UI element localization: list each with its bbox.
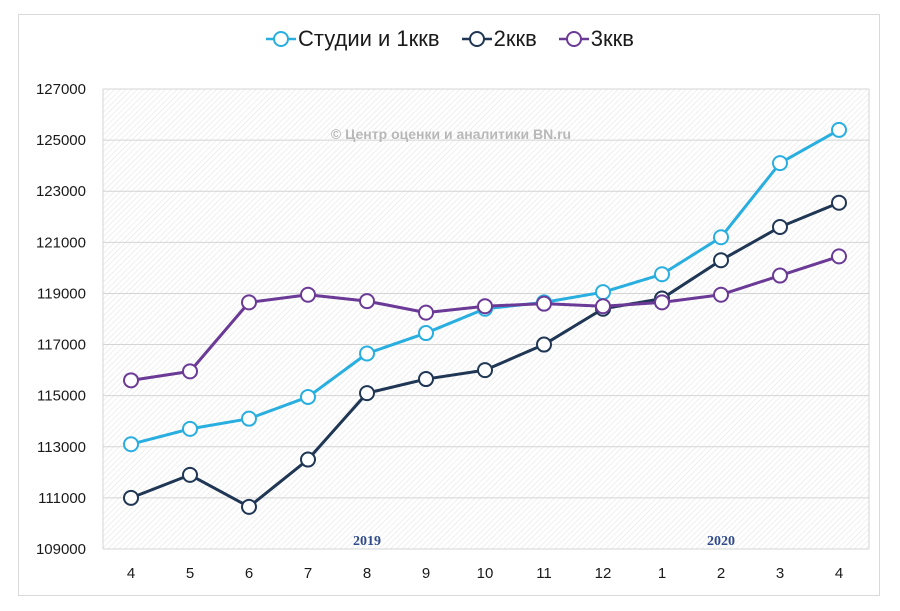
legend-label-3room: 3ккв: [590, 26, 634, 51]
data-point: [359, 385, 375, 402]
x-tick-label: 11: [536, 565, 552, 582]
data-point: [241, 410, 257, 427]
x-axis: 4 5 6 7 8 9 10 11 12 1 2 3 4: [127, 565, 843, 582]
watermark-text: © Центр оценки и аналитики BN.ru: [331, 126, 571, 142]
data-point: [654, 294, 670, 311]
year-label: 2020: [707, 534, 735, 549]
data-point: [359, 293, 375, 310]
data-point: [772, 219, 788, 235]
data-point: [182, 363, 198, 380]
data-point: [182, 420, 198, 437]
y-tick-label: 113000: [37, 439, 86, 456]
data-point: [595, 284, 611, 301]
data-point: [831, 121, 847, 138]
legend-item-2room: 2ккв: [461, 26, 537, 52]
legend-marker-2room: [461, 31, 492, 47]
legend-label-studios: Студии и 1ккв: [298, 26, 440, 51]
y-tick-label: 127000: [36, 81, 86, 98]
x-tick-label: 1: [658, 565, 666, 582]
data-point: [300, 286, 316, 303]
data-point: [418, 371, 434, 388]
data-point: [595, 298, 611, 315]
data-point: [418, 304, 434, 321]
y-tick-label: 115000: [37, 388, 86, 405]
data-point: [772, 267, 788, 284]
data-point: [713, 229, 729, 246]
data-point: [536, 336, 552, 353]
series-2: [123, 248, 847, 389]
x-tick-label: 9: [422, 565, 430, 582]
y-tick-label: 123000: [36, 183, 86, 200]
chart-legend: Студии и 1ккв 2ккв 3ккв: [0, 26, 900, 52]
data-point: [182, 466, 198, 483]
x-tick-label: 8: [363, 565, 371, 582]
data-point: [713, 286, 729, 303]
x-tick-label: 4: [127, 565, 135, 582]
y-tick-label: 125000: [36, 132, 86, 149]
y-tick-label: 109000: [36, 541, 86, 558]
year-labels: 2019 2020: [353, 534, 735, 549]
data-point: [300, 451, 316, 468]
year-label: 2019: [353, 534, 381, 549]
data-point: [241, 498, 257, 515]
legend-item-3room: 3ккв: [558, 26, 634, 52]
series-1: [123, 194, 847, 515]
x-tick-label: 6: [245, 565, 253, 582]
x-tick-label: 3: [776, 565, 784, 582]
x-tick-label: 2: [717, 565, 725, 582]
data-point: [123, 489, 139, 506]
data-point: [477, 298, 493, 315]
data-point: [831, 194, 847, 211]
x-tick-label: 7: [304, 565, 312, 582]
y-tick-label: 119000: [37, 285, 86, 302]
data-point: [359, 345, 375, 362]
x-tick-label: 4: [835, 565, 843, 582]
data-point: [300, 388, 316, 405]
x-tick-label: 5: [186, 565, 194, 582]
data-point: [713, 252, 729, 269]
data-point: [123, 436, 139, 453]
data-point: [536, 295, 552, 312]
legend-marker-3room: [558, 31, 589, 47]
y-tick-label: 111000: [38, 490, 86, 507]
y-tick-label: 117000: [37, 337, 86, 354]
data-point: [654, 266, 670, 283]
data-point: [772, 155, 788, 172]
y-tick-label: 121000: [36, 234, 86, 251]
data-point: [477, 362, 493, 379]
data-point: [418, 325, 434, 342]
x-tick-label: 12: [595, 565, 612, 582]
data-point: [123, 372, 139, 389]
series-group: [123, 121, 847, 515]
legend-item-studios: Студии и 1ккв: [266, 26, 440, 52]
data-point: [831, 248, 847, 265]
legend-marker-studios: [266, 31, 297, 47]
y-axis: 127000 125000 123000 121000 119000 117000 1150…: [36, 81, 86, 558]
x-tick-label: 10: [477, 565, 494, 582]
plot-area: [103, 89, 869, 549]
legend-label-2room: 2ккв: [493, 26, 537, 51]
data-point: [241, 294, 257, 311]
